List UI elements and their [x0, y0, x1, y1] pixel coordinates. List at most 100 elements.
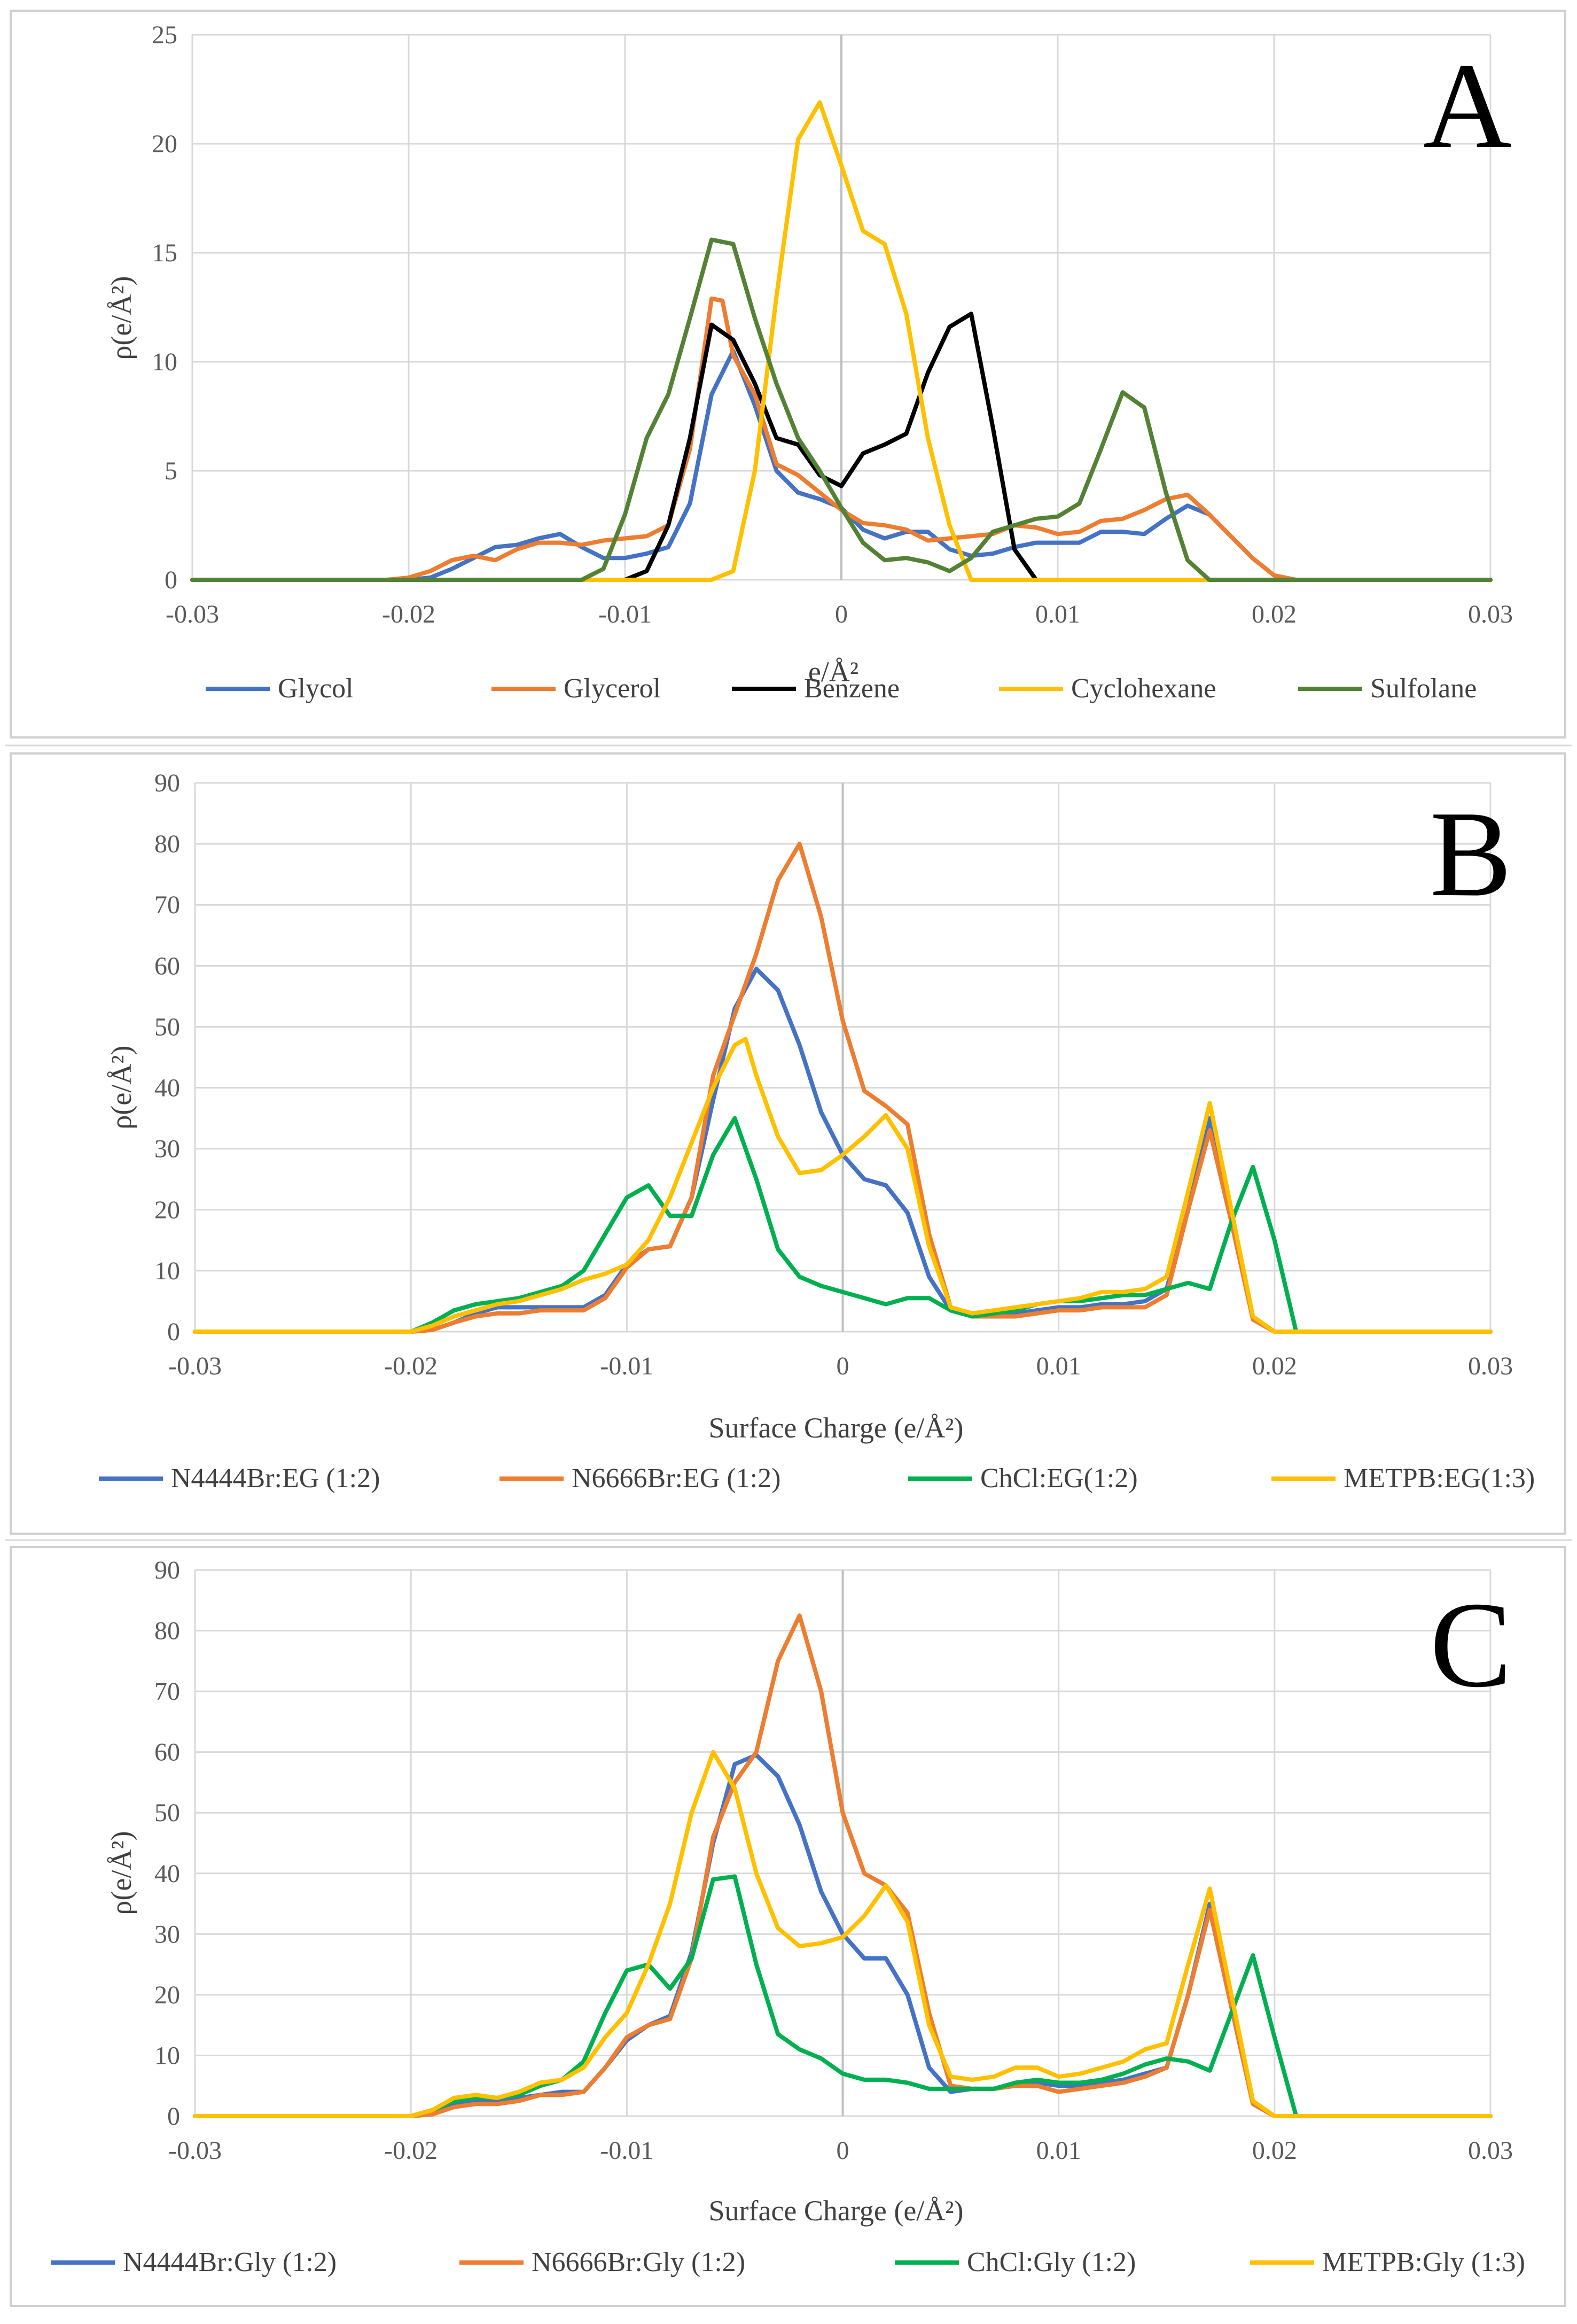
panel-letter: A — [1423, 37, 1512, 174]
x-axis-label: Surface Charge (e/Å²) — [709, 1412, 964, 1444]
y-tick-label: 60 — [154, 1738, 180, 1767]
y-tick-label: 70 — [154, 1677, 180, 1706]
y-axis-label: ρ(e/Å²) — [105, 276, 137, 360]
y-tick-labels: 0 5 10 15 20 25 — [152, 21, 177, 594]
y-axis-label: ρ(e/Å²) — [105, 1045, 137, 1129]
y-tick-label: 0 — [167, 1318, 180, 1346]
x-tick-label: 0.03 — [1468, 2136, 1513, 2165]
x-tick-label: -0.01 — [598, 600, 652, 628]
legend-label: ChCl:EG(1:2) — [980, 1463, 1138, 1494]
legend-item: ChCl:EG(1:2) — [908, 1463, 1138, 1494]
legend-label: ChCl:Gly (1:2) — [967, 2247, 1136, 2278]
y-tick-label: 90 — [154, 769, 180, 797]
x-tick-label: 0.01 — [1035, 600, 1080, 628]
series-line-chcl-gly-1-2 — [193, 1874, 1493, 2118]
y-tick-label: 10 — [154, 1257, 180, 1285]
y-tick-label: 15 — [152, 239, 177, 267]
y-tick-label: 90 — [154, 1556, 180, 1584]
series-line-cyclohexane — [190, 100, 1493, 582]
x-tick-labels: -0.03 -0.02 -0.01 0 0.01 0.02 0.03 — [166, 600, 1513, 628]
y-tick-label: 20 — [154, 1981, 180, 2009]
x-tick-label: -0.02 — [384, 2136, 438, 2165]
x-tick-label: -0.03 — [168, 2136, 222, 2165]
legend-item: ChCl:Gly (1:2) — [895, 2247, 1136, 2278]
x-tick-labels: -0.03 -0.02 -0.01 0 0.01 0.02 0.03 — [168, 1352, 1513, 1380]
legend: N4444Br:EG (1:2) N6666Br:EG (1:2) ChCl:EG(… — [99, 1463, 1535, 1494]
series-line-n6666br-gly-1-2 — [193, 1613, 1493, 2118]
y-tick-label: 0 — [167, 2102, 180, 2131]
y-tick-label: 50 — [154, 1013, 180, 1041]
x-tick-label: 0 — [837, 1352, 849, 1380]
gridlines — [194, 1569, 1492, 2117]
y-tick-label: 20 — [152, 130, 177, 158]
series-line-glycerol — [190, 296, 1493, 582]
series-line-metpb-eg-1-3 — [193, 1037, 1493, 1334]
series-line-benzene — [190, 312, 1493, 582]
gridlines — [194, 782, 1492, 1333]
panel-letter: C — [1430, 1576, 1512, 1713]
legend-item: Cyclohexane — [999, 673, 1216, 704]
legend-item: N6666Br:Gly (1:2) — [459, 2247, 745, 2278]
y-tick-label: 20 — [154, 1196, 180, 1224]
legend-item: Glycerol — [491, 673, 661, 704]
y-tick-label: 60 — [154, 952, 180, 980]
series-line-metpb-gly-1-3 — [193, 1750, 1493, 2118]
x-tick-label: 0.01 — [1036, 2136, 1081, 2165]
legend-label: METPB:Gly (1:3) — [1322, 2247, 1525, 2278]
legend: Glycol Glycerol Benzene Cyclohexane Sulfolan… — [206, 673, 1477, 704]
y-tick-label: 0 — [165, 566, 177, 594]
legend-label: Sulfolane — [1370, 673, 1477, 704]
legend: N4444Br:Gly (1:2) N6666Br:Gly (1:2) ChCl:G… — [51, 2247, 1525, 2278]
legend-label: Benzene — [804, 673, 900, 704]
y-tick-label: 10 — [154, 2041, 180, 2070]
x-tick-labels: -0.03 -0.02 -0.01 0 0.01 0.02 0.03 — [168, 2136, 1513, 2165]
y-tick-label: 80 — [154, 830, 180, 858]
x-tick-label: -0.03 — [166, 600, 219, 628]
series-line-n6666br-eg-1-2 — [193, 842, 1493, 1334]
y-tick-label: 30 — [154, 1135, 180, 1163]
legend-label: N4444Br:Gly (1:2) — [123, 2247, 337, 2278]
series-line-chcl-eg-1-2 — [193, 1116, 1493, 1334]
x-tick-label: 0 — [835, 600, 848, 628]
x-tick-label: 0.02 — [1252, 600, 1297, 628]
x-tick-label: -0.01 — [600, 2136, 653, 2165]
y-tick-label: 50 — [154, 1799, 180, 1827]
legend-item: Glycol — [206, 673, 354, 704]
y-tick-label: 40 — [154, 1860, 180, 1888]
x-tick-label: 0.03 — [1468, 1352, 1513, 1380]
legend-item: N4444Br:Gly (1:2) — [51, 2247, 337, 2278]
x-tick-label: 0.02 — [1252, 1352, 1297, 1380]
legend-label: N4444Br:EG (1:2) — [171, 1463, 380, 1494]
y-tick-label: 30 — [154, 1920, 180, 1948]
y-tick-label: 10 — [152, 348, 177, 376]
legend-item: N4444Br:EG (1:2) — [99, 1463, 380, 1494]
legend-label: METPB:EG(1:3) — [1344, 1463, 1535, 1494]
x-tick-label: -0.03 — [168, 1352, 222, 1380]
x-tick-label: -0.02 — [384, 1352, 438, 1380]
panel-c: 0 10 20 30 40 50 60 70 80 90 -0.03 -0.02 -0.01 0 0.01… — [10, 1546, 1566, 2307]
panel-frame — [10, 752, 1566, 1535]
series-line-sulfolane — [190, 237, 1493, 582]
panel-b: 0 10 20 30 40 50 60 70 80 90 -0.03 -0.02 -0.01 0 0.01… — [10, 752, 1566, 1535]
series-lines — [190, 100, 1493, 582]
y-tick-label: 5 — [165, 457, 177, 485]
x-tick-label: 0.01 — [1036, 1352, 1081, 1380]
series-lines — [193, 1613, 1493, 2118]
x-axis-label: e/Å² — [808, 656, 858, 688]
y-tick-label: 80 — [154, 1617, 180, 1645]
panel-frame — [10, 1546, 1566, 2307]
series-lines — [193, 842, 1493, 1334]
x-tick-label: -0.01 — [600, 1352, 653, 1380]
y-tick-label: 40 — [154, 1074, 180, 1102]
legend-item: METPB:EG(1:3) — [1271, 1463, 1535, 1494]
legend-label: Cyclohexane — [1071, 673, 1216, 704]
y-axis-label: ρ(e/Å²) — [105, 1831, 137, 1915]
panel-frame — [10, 10, 1566, 739]
legend-item: Sulfolane — [1298, 673, 1477, 704]
y-tick-label: 25 — [152, 21, 177, 49]
x-tick-label: 0.03 — [1468, 600, 1513, 628]
legend-label: N6666Br:EG (1:2) — [572, 1463, 780, 1494]
y-tick-labels: 0 10 20 30 40 50 60 70 80 90 — [154, 1556, 180, 2131]
legend-item: N6666Br:EG (1:2) — [499, 1463, 780, 1494]
panel-letter: B — [1430, 786, 1512, 922]
